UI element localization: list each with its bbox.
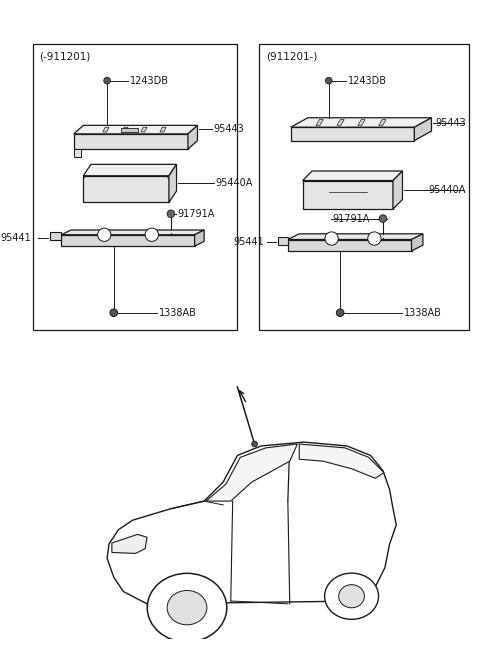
Ellipse shape [147, 573, 227, 642]
Text: 91791A: 91791A [178, 209, 215, 219]
Polygon shape [206, 444, 297, 501]
Circle shape [97, 228, 111, 242]
Text: 95440A: 95440A [428, 185, 466, 195]
Text: 91791A: 91791A [333, 214, 370, 223]
Polygon shape [50, 232, 61, 240]
Polygon shape [141, 127, 147, 132]
Polygon shape [288, 240, 411, 251]
Text: 95441: 95441 [0, 233, 31, 242]
Polygon shape [122, 127, 128, 132]
Polygon shape [84, 176, 169, 202]
Ellipse shape [167, 590, 207, 625]
Text: 95441: 95441 [233, 237, 264, 248]
Polygon shape [278, 236, 288, 245]
Text: 1243DB: 1243DB [348, 75, 387, 86]
Bar [33, 45, 238, 330]
Polygon shape [393, 171, 402, 209]
Bar [259, 45, 468, 330]
Text: (911201-): (911201-) [266, 52, 317, 62]
Polygon shape [112, 534, 147, 553]
Ellipse shape [339, 585, 364, 608]
Circle shape [325, 77, 332, 84]
Polygon shape [302, 181, 393, 209]
Text: 95443: 95443 [435, 117, 466, 128]
Circle shape [368, 232, 381, 245]
Polygon shape [358, 120, 365, 125]
Circle shape [167, 210, 175, 217]
Text: 1243DB: 1243DB [130, 75, 169, 86]
Circle shape [325, 232, 338, 245]
Polygon shape [103, 127, 109, 132]
Polygon shape [169, 164, 177, 202]
Polygon shape [61, 234, 194, 246]
Polygon shape [160, 127, 166, 132]
Polygon shape [337, 120, 344, 125]
Polygon shape [74, 149, 82, 157]
Polygon shape [61, 230, 204, 234]
Circle shape [145, 228, 158, 242]
Polygon shape [74, 125, 197, 134]
Polygon shape [74, 134, 188, 149]
Polygon shape [107, 442, 396, 604]
Polygon shape [84, 164, 177, 176]
Polygon shape [316, 120, 323, 125]
Text: (-911201): (-911201) [39, 52, 91, 62]
Polygon shape [411, 234, 423, 251]
Text: 95440A: 95440A [216, 178, 253, 189]
Polygon shape [291, 127, 414, 141]
Circle shape [252, 441, 257, 447]
Polygon shape [288, 234, 423, 240]
Text: 95443: 95443 [214, 124, 244, 134]
Circle shape [110, 309, 118, 316]
Polygon shape [121, 128, 139, 132]
Circle shape [336, 309, 344, 316]
Text: 1338AB: 1338AB [404, 308, 442, 318]
Polygon shape [379, 120, 386, 125]
Polygon shape [291, 118, 432, 127]
Polygon shape [302, 171, 402, 181]
Ellipse shape [324, 573, 379, 620]
Polygon shape [414, 118, 432, 141]
Text: 1338AB: 1338AB [158, 308, 196, 318]
Polygon shape [194, 230, 204, 246]
Circle shape [104, 77, 110, 84]
Circle shape [379, 215, 387, 223]
Polygon shape [188, 125, 197, 149]
Polygon shape [299, 444, 384, 478]
